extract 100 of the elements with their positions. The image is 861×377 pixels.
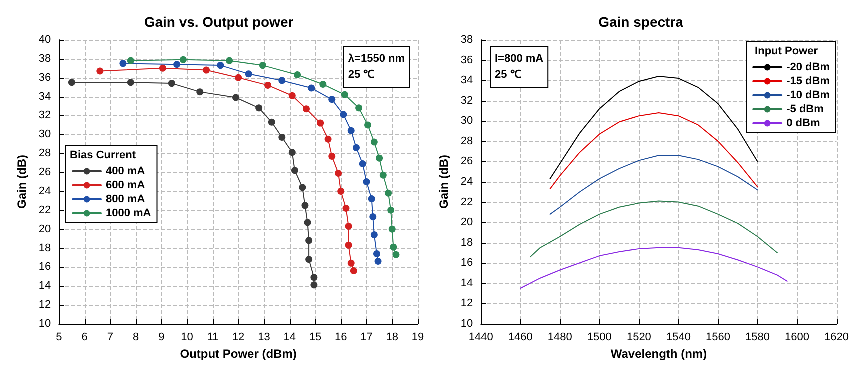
- point: [370, 214, 377, 221]
- y-tick-label: 32: [38, 110, 52, 122]
- y-tick-label: 34: [460, 74, 474, 87]
- point: [348, 260, 355, 267]
- point: [370, 232, 378, 239]
- x-tick-label: 1500: [587, 332, 612, 344]
- y-tick-label: 26: [460, 156, 474, 168]
- point: [345, 222, 352, 230]
- line-series: [550, 112, 758, 190]
- y-tick-label: 38: [460, 34, 474, 46]
- x-tick-label: 1600: [785, 332, 810, 344]
- point: [68, 79, 76, 86]
- point: [288, 149, 296, 156]
- y-tick-label: 32: [460, 94, 474, 107]
- point: [308, 84, 316, 92]
- point: [335, 170, 342, 177]
- point: [159, 64, 166, 72]
- x-tick-label: 9: [158, 332, 165, 344]
- point: [328, 96, 336, 104]
- y-tick-label: 12: [38, 299, 52, 312]
- legend-label: 0 dBm: [786, 118, 820, 130]
- point: [370, 138, 378, 146]
- point: [127, 57, 134, 64]
- line-series: [520, 247, 788, 289]
- y-tick-label: 22: [38, 204, 52, 216]
- point: [256, 104, 263, 112]
- y-tick-label: 28: [38, 148, 52, 160]
- x-tick-label: 1580: [745, 332, 770, 344]
- x-tick-label: 7: [107, 332, 114, 344]
- point: [203, 66, 210, 74]
- legend-label: 400 mA: [106, 166, 146, 178]
- x-tick-label: 15: [309, 332, 322, 344]
- x-axis-title: Output Power (dBm): [180, 346, 297, 361]
- y-tick-label: 10: [38, 318, 52, 330]
- point: [324, 136, 332, 143]
- x-tick-label: 11: [207, 332, 219, 344]
- point: [120, 60, 127, 68]
- point: [328, 152, 336, 160]
- y-tick-label: 30: [38, 128, 52, 141]
- point: [310, 282, 318, 289]
- point: [235, 74, 242, 82]
- point: [264, 82, 272, 89]
- x-tick-label: 1620: [824, 332, 850, 344]
- y-tick-label: 14: [38, 280, 52, 292]
- legend-label: -10 dBm: [786, 90, 830, 102]
- point: [356, 104, 363, 112]
- x-tick-label: 1520: [626, 332, 652, 344]
- x-tick-label: 8: [132, 332, 140, 344]
- y-tick-label: 24: [38, 185, 52, 198]
- line-series: [550, 76, 758, 180]
- y-tick-label: 36: [38, 72, 52, 84]
- point: [278, 134, 286, 142]
- point: [348, 127, 355, 134]
- y-tick-label: 14: [460, 277, 474, 290]
- x-tick-label: 14: [284, 332, 296, 344]
- y-tick-label: 34: [38, 90, 52, 103]
- y-tick-label: 28: [460, 135, 474, 148]
- point: [304, 219, 312, 226]
- point: [373, 250, 380, 258]
- x-tick-label: 13: [258, 332, 270, 344]
- legend-label: 600 mA: [106, 180, 146, 192]
- point: [388, 206, 395, 214]
- point: [320, 80, 327, 88]
- y-tick-label: 30: [460, 115, 474, 128]
- point: [306, 237, 313, 244]
- point: [245, 70, 252, 78]
- x-tick-label: 1460: [508, 332, 533, 344]
- point: [288, 92, 296, 100]
- y-tick-label: 24: [460, 176, 474, 188]
- point: [340, 111, 348, 118]
- y-tick-label: 26: [38, 166, 52, 179]
- x-tick-label: 5: [56, 332, 62, 344]
- line-series: [530, 200, 778, 258]
- point: [317, 120, 324, 127]
- point: [341, 91, 348, 98]
- point: [232, 94, 240, 102]
- annotation: I=800 mA 25 ℃: [495, 53, 544, 81]
- point: [385, 190, 392, 197]
- chart-title: Gain vs. Output power: [144, 14, 294, 30]
- point: [217, 62, 224, 70]
- legend-label: -15 dBm: [786, 76, 830, 88]
- x-tick-label: 12: [232, 332, 245, 344]
- point: [368, 196, 376, 203]
- point: [127, 79, 134, 86]
- point: [96, 68, 104, 75]
- x-tick-label: 16: [334, 332, 348, 344]
- legend-label: -20 dBm: [786, 62, 830, 74]
- point: [388, 226, 396, 233]
- y-axis-title: Gain (dB): [15, 155, 29, 209]
- point: [294, 72, 302, 79]
- point: [374, 258, 382, 266]
- point: [342, 205, 350, 212]
- point: [299, 184, 306, 192]
- x-tick-label: 6: [82, 332, 88, 344]
- y-tick-label: 20: [38, 223, 52, 236]
- point: [302, 202, 309, 210]
- y-tick-label: 36: [460, 54, 474, 66]
- point: [226, 57, 234, 64]
- point: [310, 274, 318, 282]
- y-tick-label: 18: [38, 242, 52, 254]
